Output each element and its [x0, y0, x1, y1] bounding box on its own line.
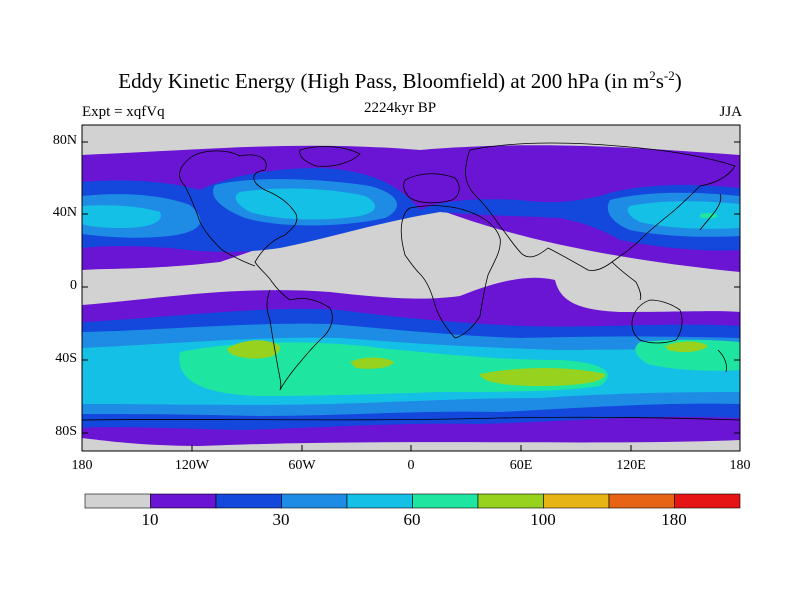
lat-label-80s: 80S [55, 424, 77, 439]
lat-ticks [82, 141, 740, 434]
sh-band-100-a [227, 340, 281, 359]
colorbar [84, 493, 741, 509]
sh-band-60-east [635, 339, 740, 371]
lat-label-eq: 0 [70, 278, 77, 293]
nh-band-40-pac [627, 201, 740, 229]
colorbar-swatch [150, 493, 217, 509]
colorbar-label-10: 10 [141, 510, 159, 529]
lat-label-40n: 40N [52, 205, 77, 220]
nh-band-40-atl [235, 188, 376, 220]
lat-label-80n: 80N [52, 133, 77, 148]
colorbar-label-180: 180 [661, 510, 687, 529]
colorbar-swatch [281, 493, 348, 509]
map-title: Eddy Kinetic Energy (High Pass, Bloomfie… [118, 68, 682, 93]
lon-label-180e: 180 [729, 458, 751, 473]
map-subtitle: 2224kyr BP [363, 100, 437, 116]
lon-label-180w: 180 [71, 458, 93, 473]
lon-ticks [81, 445, 741, 451]
nh-band-40-west [82, 205, 161, 228]
colorbar-swatch [608, 493, 675, 509]
lon-label-120w: 120W [174, 458, 210, 473]
colorbar-swatch [215, 493, 282, 509]
colorbar-swatch [674, 493, 741, 509]
colorbar-label-60: 60 [403, 510, 421, 529]
sh-band-100-d [665, 341, 708, 353]
colorbar-swatch [543, 493, 610, 509]
colorbar-swatch [346, 493, 413, 509]
lon-label-0: 0 [407, 458, 415, 473]
colorbar-label-100: 100 [530, 510, 556, 529]
season-label: JJA [719, 104, 742, 120]
lon-label-120e: 120E [616, 458, 646, 473]
nh-band-60-spot [700, 212, 718, 219]
colorbar-swatch [412, 493, 479, 509]
sh-band-100-b [350, 357, 394, 369]
colorbar-swatch [477, 493, 544, 509]
colorbar-swatch [84, 493, 151, 509]
coastlines [82, 142, 740, 421]
lat-label-40s: 40S [55, 351, 77, 366]
sh-band-100-c [480, 368, 606, 386]
lon-label-60e: 60E [509, 458, 533, 473]
colorbar-label-30: 30 [272, 510, 290, 529]
lon-label-60w: 60W [288, 458, 316, 473]
experiment-label: Expt = xqfVq [82, 104, 165, 120]
map-field [82, 125, 740, 451]
